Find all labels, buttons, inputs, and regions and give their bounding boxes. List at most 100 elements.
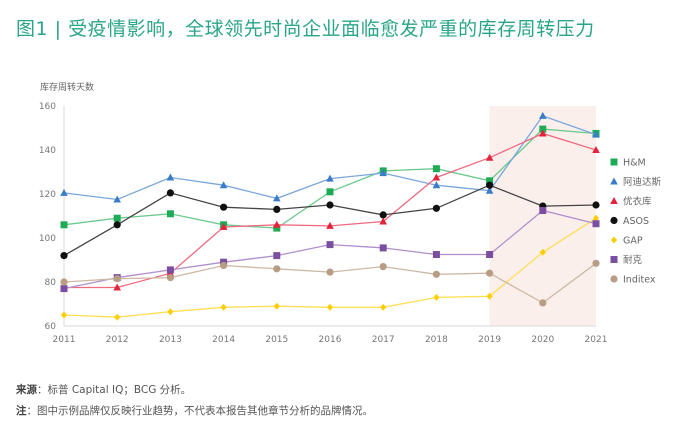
- series-6-point: [220, 261, 228, 270]
- highlight-region: [489, 106, 596, 326]
- series-3-point: [166, 189, 174, 197]
- footnote: 注：图中示例品牌仅反映行业趋势，不代表本报告其他章节分析的品牌情况。: [16, 401, 373, 422]
- series-1-point: [539, 111, 547, 119]
- y-tick-label: 100: [39, 234, 56, 244]
- series-1-point: [273, 194, 281, 202]
- y-axis-label: 库存周转天数: [40, 83, 95, 93]
- series-4-legend-label: GAP: [623, 236, 643, 247]
- series-2-point: [539, 129, 547, 137]
- series-3-legend-marker: [610, 216, 618, 225]
- series-0-point: [326, 188, 334, 196]
- series-3-point: [60, 252, 68, 260]
- note-text: ：图中示例品牌仅反映行业趋势，不代表本报告其他章节分析的品牌情况。: [26, 405, 374, 417]
- y-tick-label: 140: [39, 146, 56, 156]
- series-5-point: [166, 266, 174, 274]
- x-tick-label: 2014: [212, 335, 235, 345]
- series-4-point: [380, 303, 387, 311]
- series-5-point: [539, 207, 547, 214]
- x-tick-label: 2021: [585, 335, 608, 345]
- series-6-legend-marker: [610, 275, 618, 283]
- series-6-point: [539, 299, 547, 307]
- x-tick-label: 2016: [319, 335, 342, 345]
- series-0-point: [539, 125, 547, 133]
- series-6-legend-label: Inditex: [623, 275, 656, 286]
- series-2-point: [113, 283, 121, 291]
- series-6-point: [166, 274, 174, 282]
- x-tick-label: 2013: [159, 335, 182, 345]
- series-4-point: [486, 292, 493, 300]
- series-0-legend-label: H&M: [623, 158, 646, 169]
- series-4-point: [167, 308, 174, 316]
- series-5-point: [326, 241, 334, 249]
- series-5-point: [273, 252, 281, 260]
- y-tick-label: 120: [39, 190, 56, 200]
- series-2-point: [273, 220, 281, 228]
- series-3-point: [432, 204, 440, 212]
- series-5-point: [60, 285, 68, 293]
- series-2-point: [592, 146, 600, 153]
- series-2-legend-marker: [610, 197, 618, 204]
- x-tick-label: 2017: [372, 335, 395, 345]
- y-tick-label: 80: [45, 278, 57, 288]
- series-1-point: [60, 188, 68, 196]
- series-2-point: [432, 173, 441, 181]
- notes: 来源：标普 Capital IQ；BCG 分析。 注：图中示例品牌仅反映行业趋势…: [16, 380, 373, 422]
- series-6-point: [326, 268, 334, 276]
- x-tick-label: 2020: [531, 335, 554, 345]
- series-3-point: [379, 211, 387, 219]
- series-0-point: [113, 214, 121, 222]
- series-4-point: [433, 293, 440, 301]
- series-1-point: [379, 169, 387, 177]
- series-5-point: [592, 220, 600, 228]
- series-5-legend-marker: [610, 256, 618, 263]
- x-tick-label: 2018: [425, 335, 448, 345]
- series-1-point: [485, 186, 494, 194]
- series-4-legend-marker: [611, 236, 617, 244]
- series-2-legend-label: 优衣库: [623, 196, 652, 208]
- x-tick-label: 2019: [478, 335, 501, 345]
- series-6-point: [60, 278, 68, 286]
- series-3-legend-label: ASOS: [623, 216, 649, 227]
- y-tick-label: 160: [39, 102, 56, 112]
- series-3-point: [273, 205, 281, 213]
- series-4-point: [61, 311, 67, 319]
- source-note: 来源：标普 Capital IQ；BCG 分析。: [16, 380, 373, 401]
- x-tick-label: 2015: [265, 335, 288, 345]
- series-1-point: [219, 181, 228, 189]
- series-1-point: [432, 181, 441, 189]
- series-1-legend-label: 阿迪达斯: [623, 176, 662, 188]
- series-6-point: [592, 259, 600, 267]
- series-0-legend-marker: [610, 158, 618, 166]
- series-6-point: [432, 270, 440, 278]
- series-4-point: [539, 248, 546, 256]
- series-2-point: [379, 217, 387, 225]
- series-1-point: [326, 174, 334, 182]
- series-3-point: [592, 201, 600, 209]
- series-4-point: [114, 313, 121, 321]
- series-4-point: [220, 303, 227, 311]
- x-tick-label: 2011: [53, 335, 76, 345]
- series-0-point: [166, 210, 174, 218]
- series-3-point: [326, 201, 334, 209]
- series-3-point: [220, 203, 228, 211]
- y-tick-label: 60: [45, 322, 57, 332]
- series-5-point: [432, 251, 440, 258]
- series-1-legend-marker: [610, 177, 618, 185]
- series-1-point: [113, 195, 121, 203]
- series-3-point: [486, 181, 494, 189]
- series-6-point: [273, 265, 281, 273]
- series-0-point: [60, 221, 68, 229]
- series-6-point: [379, 263, 387, 271]
- series-4-point: [273, 302, 280, 310]
- series-2-point: [219, 223, 228, 230]
- series-1-point: [166, 173, 175, 181]
- note-label: 注: [16, 405, 27, 417]
- series-0-point: [432, 165, 440, 173]
- series-4-point: [327, 303, 333, 311]
- source-label: 来源: [16, 384, 37, 396]
- source-text: ：标普 Capital IQ；BCG 分析。: [37, 384, 192, 396]
- series-0-point: [273, 224, 281, 232]
- series-2-point: [326, 221, 334, 229]
